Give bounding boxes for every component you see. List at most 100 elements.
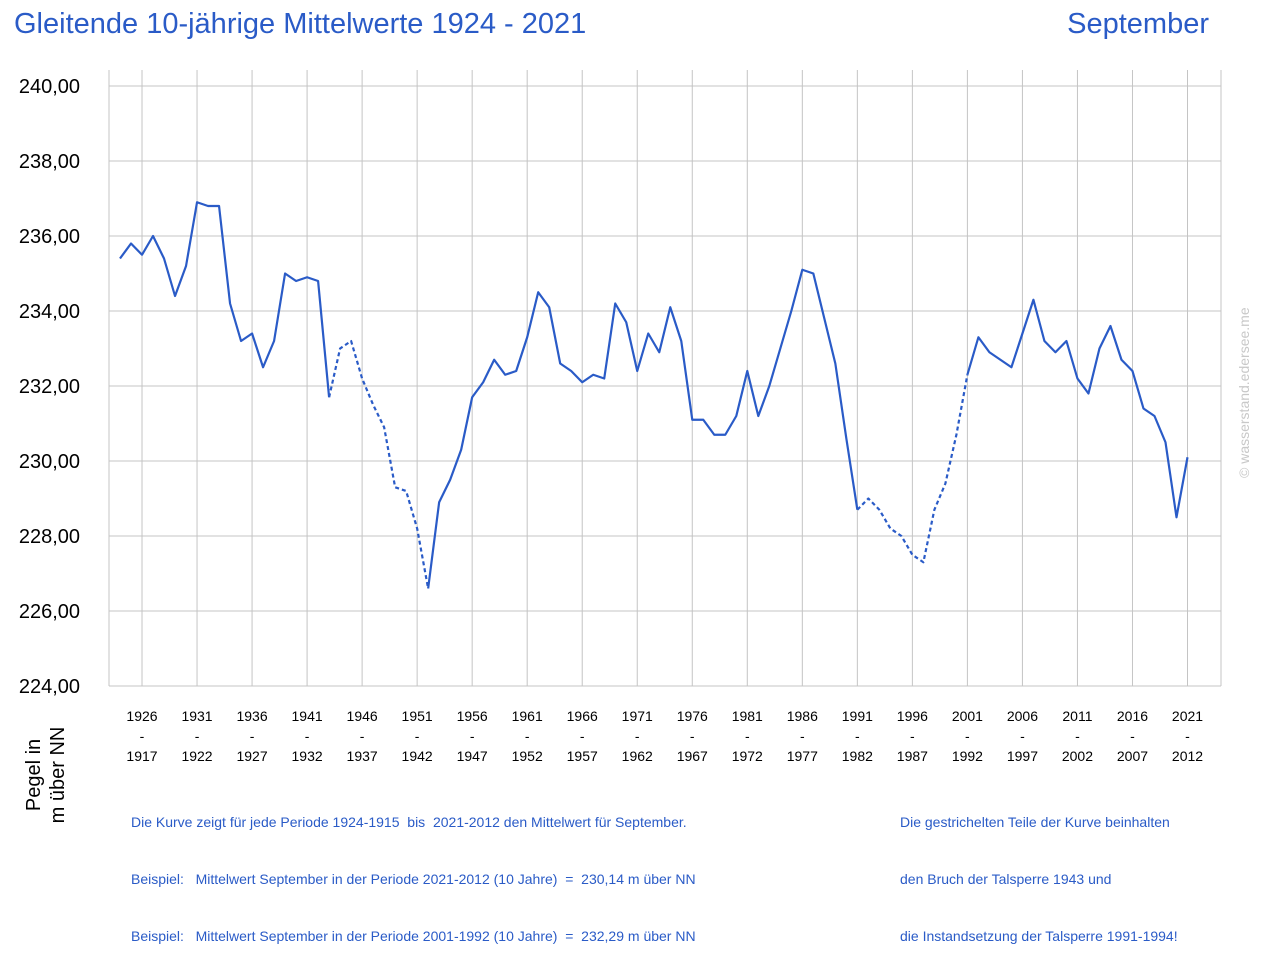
data-point (669, 306, 671, 308)
data-point (427, 587, 429, 589)
data-point (889, 527, 891, 529)
data-point (878, 509, 880, 511)
x-tick-label-top: 1991 (842, 708, 873, 724)
data-point (361, 377, 363, 379)
data-point (702, 419, 704, 421)
x-tick-label-top: 1946 (347, 708, 378, 724)
x-tick-label-top: 2021 (1172, 708, 1203, 724)
data-point (834, 362, 836, 364)
series-line-solid (427, 268, 859, 589)
data-point (1109, 325, 1111, 327)
x-tick-label-bottom: 1977 (787, 748, 818, 764)
x-tick-label-top: 1966 (567, 708, 598, 724)
x-tick-separator: - (470, 728, 475, 744)
data-point (141, 254, 143, 256)
x-tick-label-bottom: 2007 (1117, 748, 1148, 764)
x-tick-label-bottom: 2012 (1172, 748, 1203, 764)
x-tick-label-top: 1981 (732, 708, 763, 724)
data-point (515, 370, 517, 372)
data-point (867, 497, 869, 499)
data-point (614, 302, 616, 304)
note-right-line-3: die Instandsetzung der Talsperre 1991-19… (900, 928, 1178, 944)
x-tick-separator: - (195, 728, 200, 744)
y-tick-label: 226,00 (19, 601, 80, 623)
x-tick-label-bottom: 1922 (181, 748, 212, 764)
data-point (1175, 516, 1177, 518)
data-point (823, 317, 825, 319)
series-line-solid (966, 298, 1189, 519)
data-point (647, 332, 649, 334)
data-point (383, 426, 385, 428)
x-tick-separator: - (305, 728, 310, 744)
data-point (812, 272, 814, 274)
x-tick-separator: - (1185, 728, 1190, 744)
data-point (1087, 392, 1089, 394)
data-point (317, 280, 319, 282)
month-label: September (1067, 8, 1209, 40)
data-point (262, 366, 264, 368)
data-point (548, 306, 550, 308)
data-point (537, 291, 539, 293)
data-point (493, 359, 495, 361)
data-point (394, 486, 396, 488)
x-tick-label-bottom: 1947 (457, 748, 488, 764)
x-tick-label-top: 2011 (1062, 708, 1092, 724)
x-tick-label-bottom: 1937 (347, 748, 378, 764)
x-tick-separator: - (910, 728, 915, 744)
x-tick-label-bottom: 1957 (567, 748, 598, 764)
data-point (768, 385, 770, 387)
chart-title: Gleitende 10-jährige Mittelwerte 1924 - … (14, 8, 587, 40)
watermark: © wasserstand.edersee.me (1236, 307, 1252, 478)
x-tick-label-bottom: 1942 (402, 748, 433, 764)
data-point (724, 434, 726, 436)
y-tick-label: 228,00 (19, 526, 80, 548)
x-tick-label-top: 1996 (897, 708, 928, 724)
x-tick-label-top: 1951 (402, 708, 433, 724)
x-tick-label-bottom: 2002 (1062, 748, 1093, 764)
x-tick-label-top: 1971 (622, 708, 653, 724)
data-point (779, 347, 781, 349)
x-tick-separator: - (580, 728, 585, 744)
data-point (306, 276, 308, 278)
y-tick-label: 236,00 (19, 226, 80, 248)
x-tick-separator: - (690, 728, 695, 744)
data-point (229, 302, 231, 304)
x-tick-label-top: 1956 (457, 708, 488, 724)
x-tick-label-bottom: 1927 (236, 748, 267, 764)
data-point (339, 347, 341, 349)
data-point (988, 351, 990, 353)
x-tick-label-top: 1941 (292, 708, 323, 724)
x-tick-label-top: 1976 (677, 708, 708, 724)
data-point (504, 374, 506, 376)
data-point (1076, 377, 1078, 379)
data-point (680, 340, 682, 342)
x-tick-label-top: 1961 (512, 708, 543, 724)
data-point (933, 509, 935, 511)
data-point (526, 336, 528, 338)
x-tick-label-bottom: 1982 (842, 748, 873, 764)
data-point (845, 437, 847, 439)
note-left-line-1: Die Kurve zeigt für jede Periode 1924-19… (131, 814, 687, 830)
data-point (460, 449, 462, 451)
x-tick-label-bottom: 1997 (1007, 748, 1038, 764)
x-tick-label-top: 2016 (1117, 708, 1148, 724)
x-tick-separator: - (415, 728, 420, 744)
data-point (416, 527, 418, 529)
data-point (603, 377, 605, 379)
data-point (1010, 366, 1012, 368)
data-point (1142, 407, 1144, 409)
data-point (636, 370, 638, 372)
x-tick-label-top: 1986 (787, 708, 818, 724)
data-point (471, 396, 473, 398)
series-line-solid (119, 201, 331, 398)
x-tick-separator: - (1020, 728, 1025, 744)
data-point (625, 321, 627, 323)
y-tick-label: 232,00 (19, 376, 80, 398)
data-point (207, 205, 209, 207)
data-point (790, 310, 792, 312)
data-point (691, 419, 693, 421)
data-point (911, 554, 913, 556)
y-tick-label: 240,00 (19, 76, 80, 98)
data-point (174, 295, 176, 297)
data-point (185, 265, 187, 267)
